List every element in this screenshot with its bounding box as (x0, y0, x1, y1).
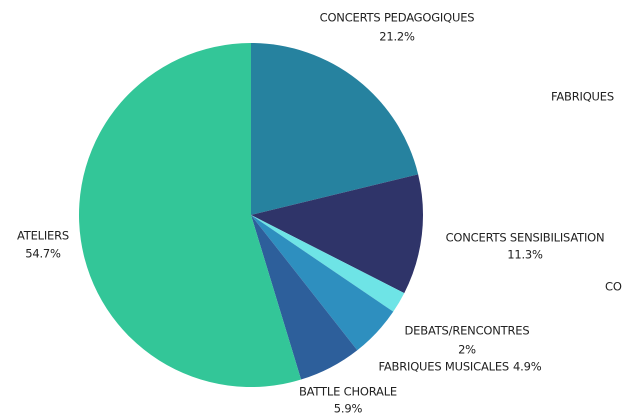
pie-slice (251, 174, 423, 294)
slice-label: BATTLE CHORALE (299, 385, 397, 399)
slice-label: DEBATS/RENCONTRES (405, 324, 530, 338)
pie-slice (251, 215, 394, 351)
pie-slice (251, 215, 358, 380)
slice-label: CONCERTS PEDAGOGIQUES (320, 11, 475, 25)
slice-value-label: 2% (458, 343, 476, 357)
pie-slice (251, 43, 419, 215)
slice-value-label: 4.9% (513, 360, 542, 374)
pie-slice (78, 43, 302, 387)
slice-value-label: 21.2% (379, 30, 415, 44)
slice-label: ATELIERS (17, 229, 69, 243)
pie-slice (251, 215, 405, 312)
slice-label: FABRIQUES MUSICALES (379, 360, 510, 374)
slice-label: CONCERTS SENSIBILISATION (446, 231, 605, 245)
annotation: FABRIQUES (551, 90, 614, 104)
slice-value-label: 54.7% (25, 247, 61, 261)
slice-value-label: 5.9% (334, 402, 363, 416)
annotation: CO (605, 280, 622, 294)
slice-value-label: 11.3% (507, 248, 543, 262)
